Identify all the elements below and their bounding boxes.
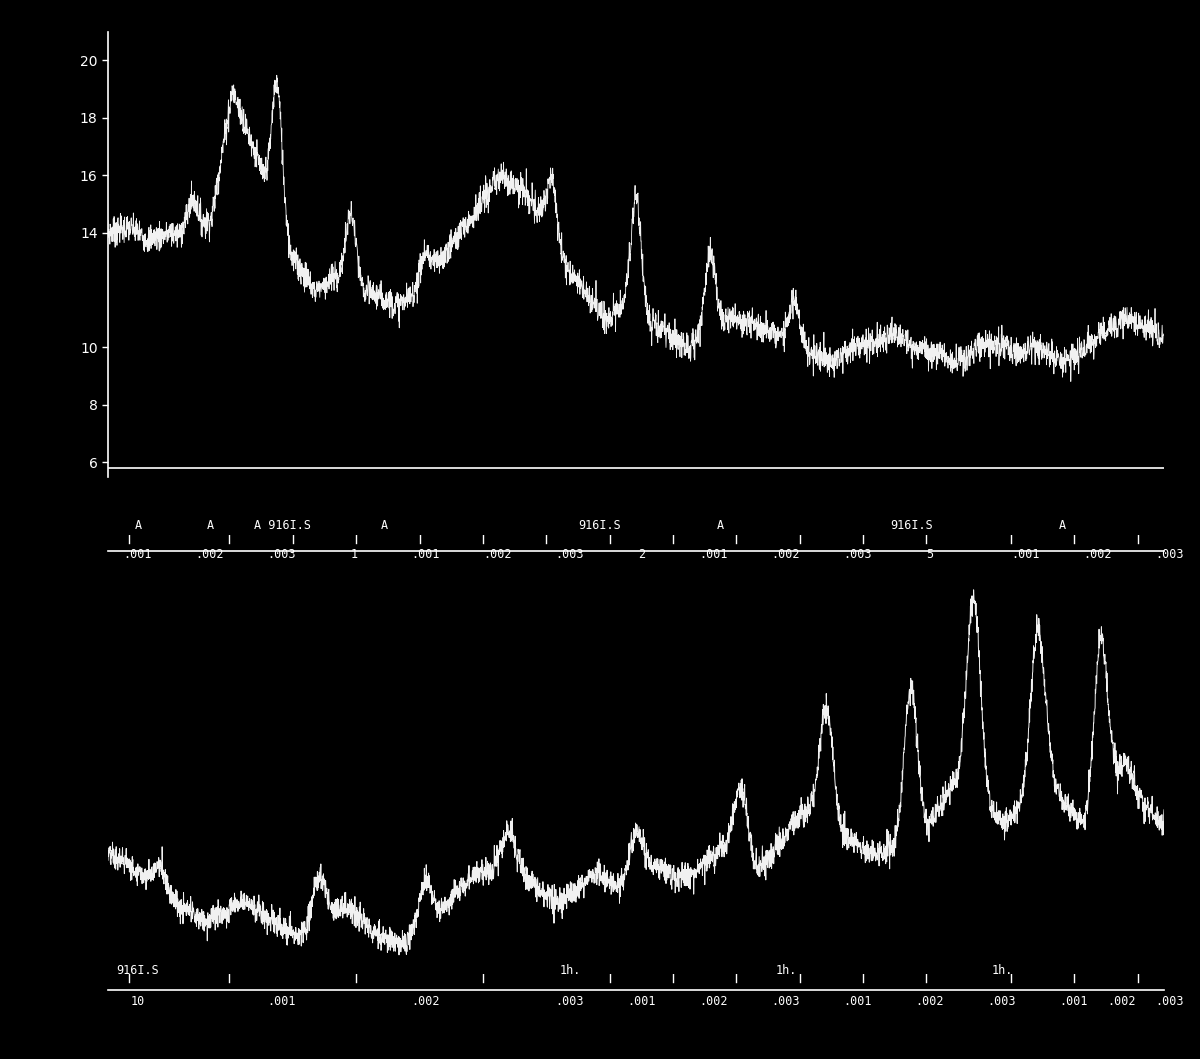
Text: 2: 2 bbox=[638, 548, 646, 560]
Text: 5: 5 bbox=[926, 548, 934, 560]
Text: .002: .002 bbox=[916, 995, 944, 1008]
Text: .001: .001 bbox=[268, 995, 296, 1008]
Text: .001: .001 bbox=[1060, 995, 1088, 1008]
Text: .002: .002 bbox=[412, 995, 440, 1008]
Text: 1h.: 1h. bbox=[559, 965, 581, 977]
Text: 916I.S: 916I.S bbox=[890, 519, 934, 532]
Text: .003: .003 bbox=[556, 548, 584, 560]
Text: .001: .001 bbox=[412, 548, 440, 560]
Text: 916I.S: 916I.S bbox=[116, 965, 160, 977]
Text: 10: 10 bbox=[131, 995, 145, 1008]
Text: .001: .001 bbox=[124, 548, 152, 560]
Text: 916I.S: 916I.S bbox=[578, 519, 622, 532]
Text: .003: .003 bbox=[772, 995, 800, 1008]
Text: .001: .001 bbox=[700, 548, 728, 560]
Text: 1: 1 bbox=[350, 548, 358, 560]
Text: 1h.: 1h. bbox=[775, 965, 797, 977]
Text: .001: .001 bbox=[844, 995, 872, 1008]
Text: .002: .002 bbox=[484, 548, 512, 560]
Text: .003: .003 bbox=[1156, 548, 1184, 560]
Text: A: A bbox=[716, 519, 724, 532]
Text: A: A bbox=[134, 519, 142, 532]
Text: .002: .002 bbox=[700, 995, 728, 1008]
Text: .001: .001 bbox=[1012, 548, 1040, 560]
Text: .003: .003 bbox=[556, 995, 584, 1008]
Text: .003: .003 bbox=[1156, 995, 1184, 1008]
Text: .003: .003 bbox=[268, 548, 296, 560]
Text: .002: .002 bbox=[196, 548, 224, 560]
Text: .003: .003 bbox=[844, 548, 872, 560]
Text: .002: .002 bbox=[772, 548, 800, 560]
Text: A: A bbox=[1058, 519, 1066, 532]
Text: .002: .002 bbox=[1108, 995, 1136, 1008]
Text: .002: .002 bbox=[1084, 548, 1112, 560]
Text: A: A bbox=[206, 519, 214, 532]
Text: A 916I.S: A 916I.S bbox=[253, 519, 311, 532]
Text: 1h.: 1h. bbox=[991, 965, 1013, 977]
Text: A: A bbox=[380, 519, 388, 532]
Text: .001: .001 bbox=[628, 995, 656, 1008]
Text: .003: .003 bbox=[988, 995, 1016, 1008]
